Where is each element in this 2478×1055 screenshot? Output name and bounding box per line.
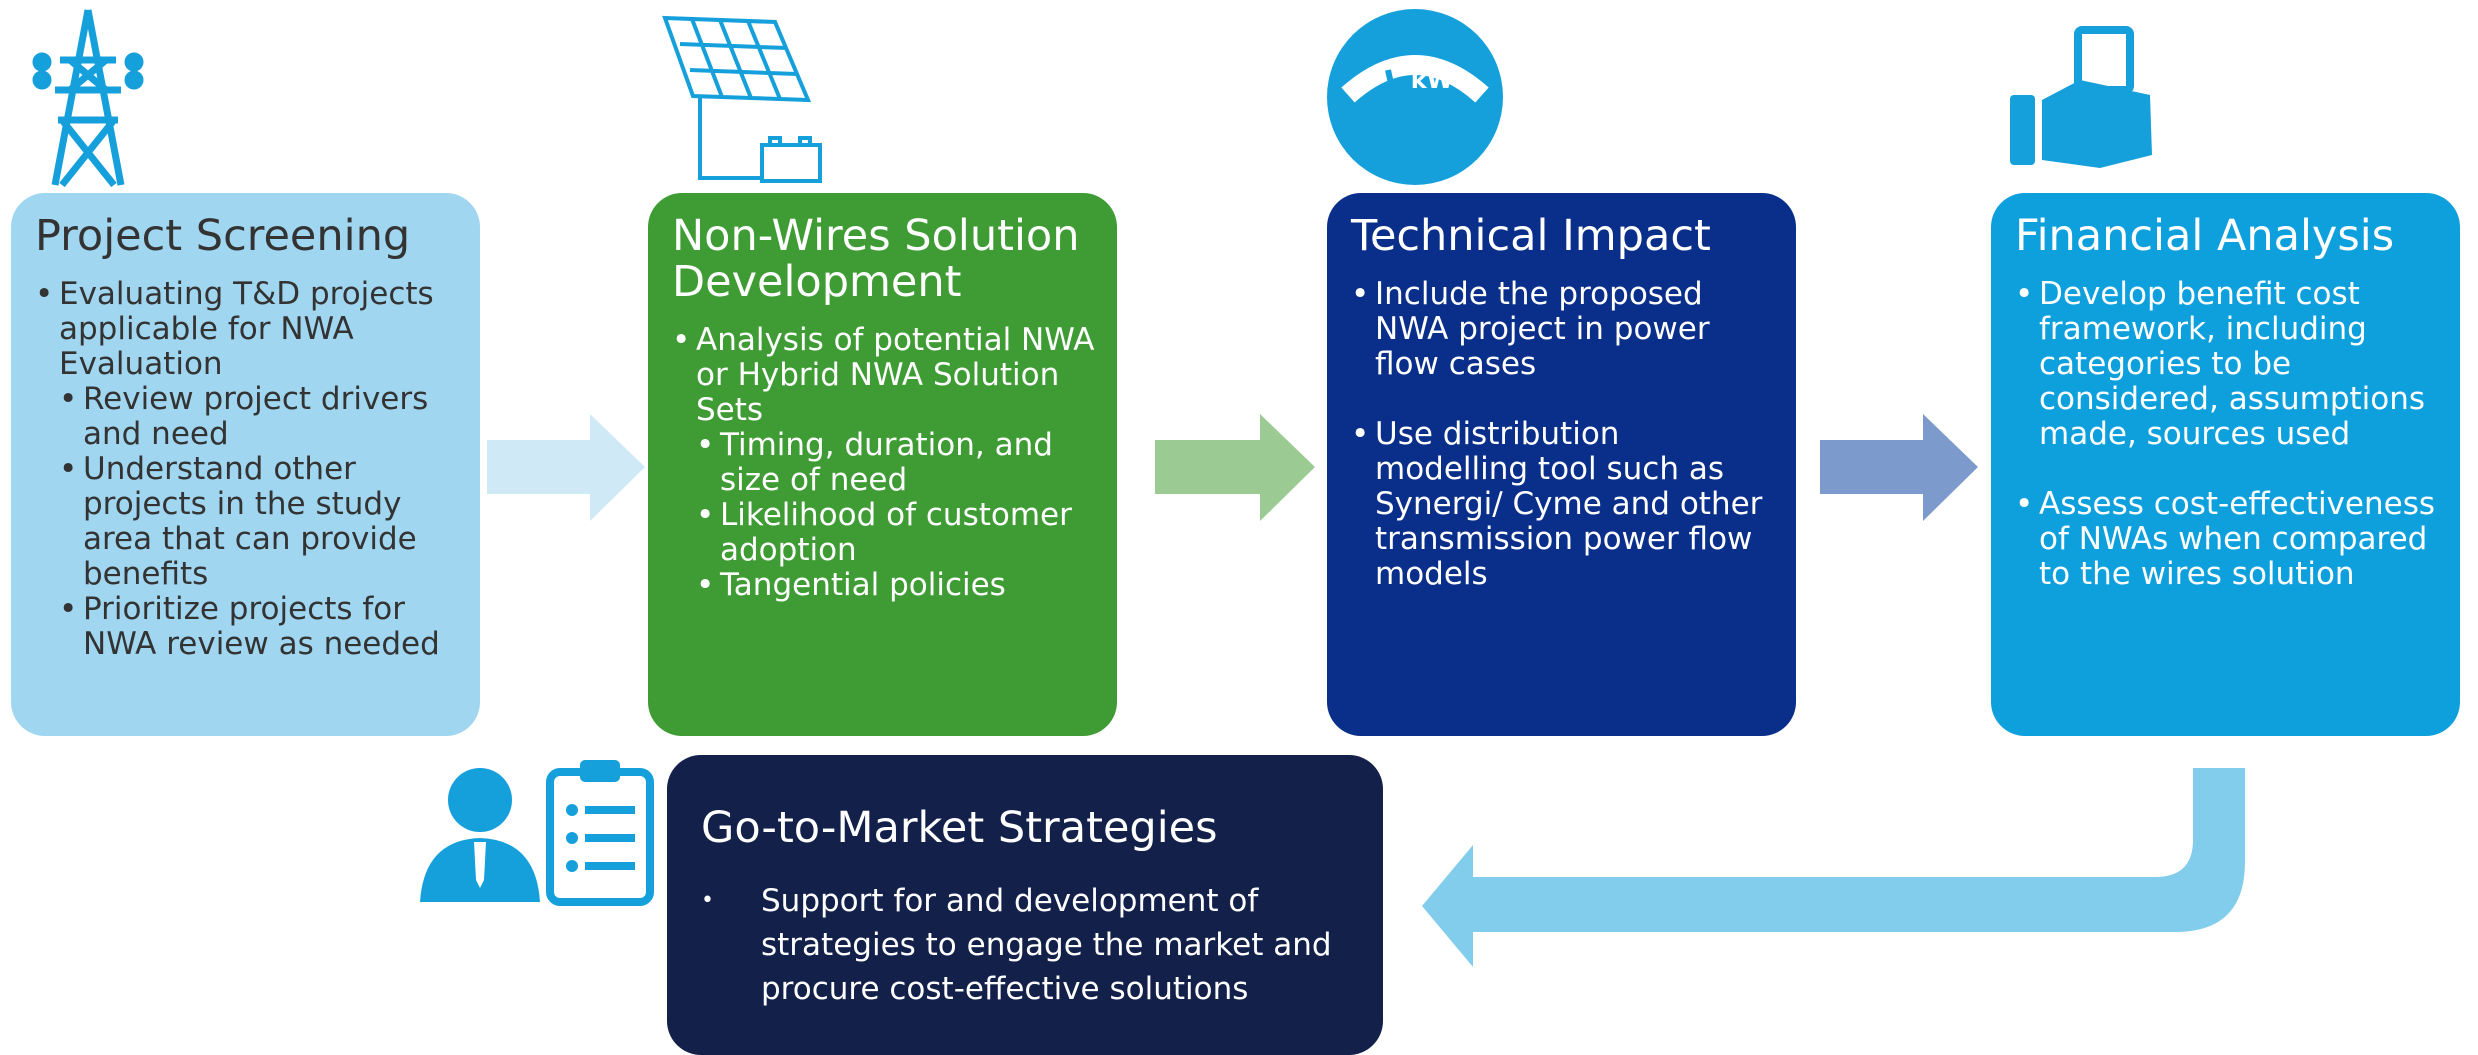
market-box: Go-to-Market Strategies Support for and … (667, 755, 1383, 1055)
bullet-list: Evaluating T&D projects applicable for N… (35, 277, 462, 662)
step-box: Financial Analysis Develop benefit cost f… (1991, 193, 2460, 736)
market-bullet: Support for and development of strategie… (701, 879, 1353, 1011)
market-title: Go-to-Market Strategies (701, 803, 1218, 853)
gauge-icon (1327, 9, 1503, 185)
sub-bullet: Tangential policies (696, 568, 1099, 604)
sub-list: Timing, duration, and size of needLikeli… (696, 428, 1099, 604)
step-title: Financial Analysis (2015, 211, 2395, 261)
bullet: Assess cost-effectiveness of NWAs when c… (2015, 487, 2442, 592)
step-title: Non-Wires Solution Development (672, 211, 1080, 307)
bullet-list: Develop benefit cost framework, includin… (2015, 277, 2442, 592)
arrow (487, 414, 645, 521)
step-title: Technical Impact (1351, 211, 1711, 261)
sub-bullet: Understand other projects in the study a… (59, 452, 462, 592)
step-box: Technical Impact Include the proposed NWA… (1327, 193, 1796, 736)
solar-icon (662, 15, 822, 183)
money-icon (2010, 26, 2152, 168)
return-arrow (1422, 768, 2245, 967)
sub-bullet: Review project drivers and need (59, 382, 462, 452)
bullet-list: Include the proposed NWA project in powe… (1351, 277, 1778, 592)
clipboard-icon (546, 760, 654, 906)
bullet: Use distribution modelling tool such as … (1351, 417, 1778, 592)
tower-icon (32, 9, 144, 188)
sub-bullet: Timing, duration, and size of need (696, 428, 1099, 498)
bullet-list: Analysis of potential NWA or Hybrid NWA … (672, 323, 1099, 604)
arrow (1820, 414, 1978, 521)
bullet: Include the proposed NWA project in powe… (1351, 277, 1778, 382)
sub-bullet: Likelihood of customer adoption (696, 498, 1099, 568)
bullet: Evaluating T&D projects applicable for N… (35, 277, 462, 662)
sub-bullet: Prioritize projects for NWA review as ne… (59, 592, 462, 662)
person-icon (420, 768, 540, 902)
step-title: Project Screening (35, 211, 411, 261)
gauge-label: kW (1411, 66, 1453, 94)
arrow (1155, 414, 1315, 521)
bullet: Analysis of potential NWA or Hybrid NWA … (672, 323, 1099, 604)
step-box: Project Screening Evaluating T&D projects… (11, 193, 480, 736)
sub-list: Review project drivers and needUnderstan… (59, 382, 462, 662)
bullet: Develop benefit cost framework, includin… (2015, 277, 2442, 452)
step-box: Non-Wires Solution Development Analysis o… (648, 193, 1117, 736)
